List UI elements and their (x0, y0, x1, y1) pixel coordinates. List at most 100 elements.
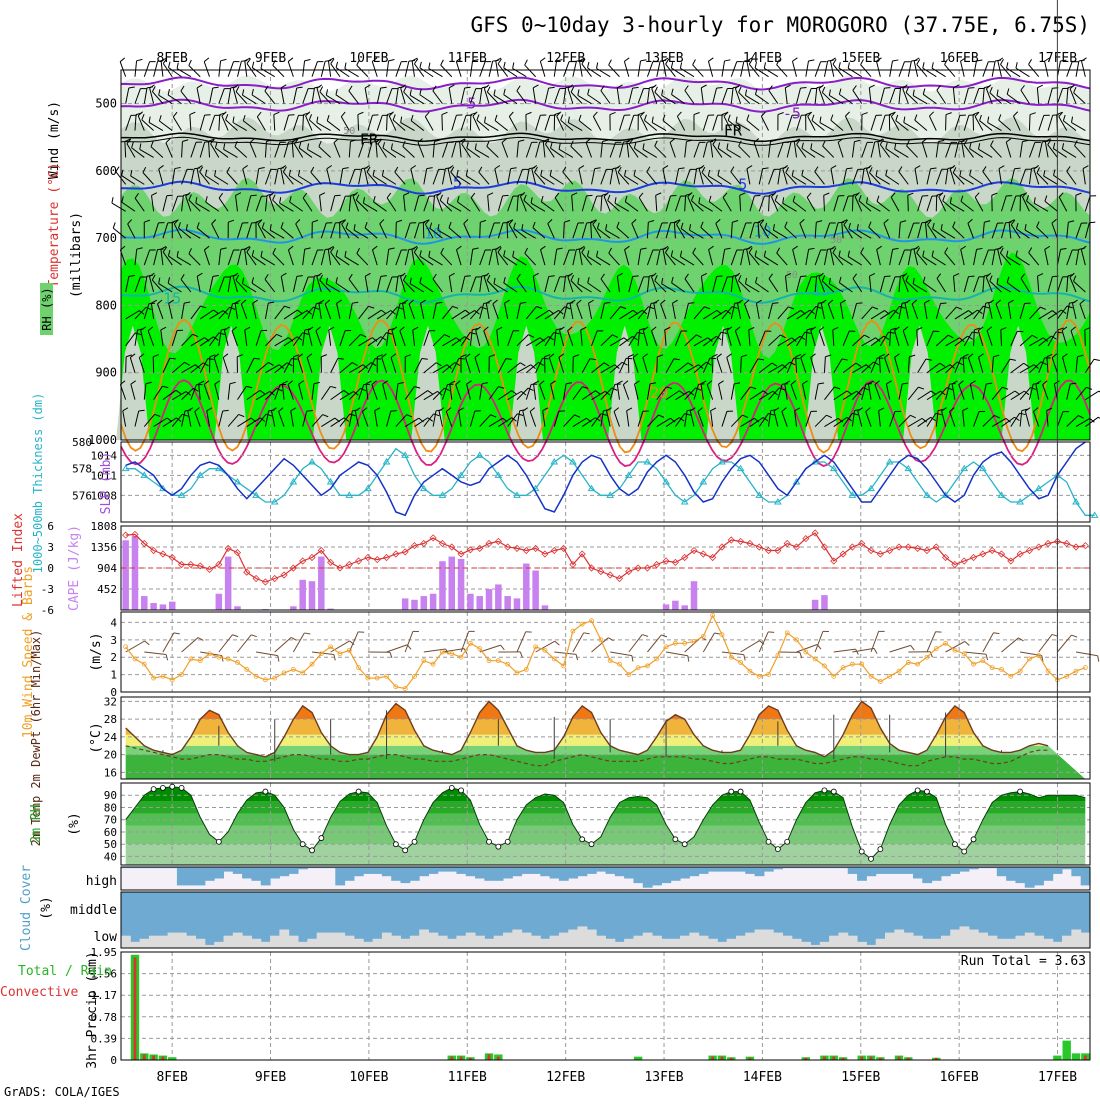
rh2m-marker (869, 856, 874, 861)
cape-bar (476, 596, 483, 610)
wind10m-barb (797, 645, 818, 652)
cape-bar (169, 602, 176, 610)
cloud-low-bar (335, 933, 345, 948)
upper-wind-barb-flag (540, 58, 545, 62)
cloud-low-bar (140, 939, 150, 948)
rh2m-marker (310, 848, 315, 853)
cloud-low-bar (317, 933, 327, 948)
rh2m-marker (971, 837, 976, 842)
cloud-high-bar (717, 867, 727, 872)
cloud-low-bar (885, 933, 895, 948)
cloud-low-bar (261, 942, 271, 948)
cloud-high-bar (960, 867, 970, 872)
wind10m-barb-flag (688, 656, 689, 662)
cloud-low-bar (186, 936, 196, 948)
upper-wind-barb-flag (609, 60, 612, 65)
cloud-high-bar (363, 867, 373, 874)
cloud-low-bar (196, 939, 206, 948)
cloud-unit: (%) (39, 896, 54, 919)
cloud-mid-bar (857, 892, 867, 948)
cloud-low-bar (894, 930, 904, 948)
wind10m-marker (124, 645, 128, 649)
cloud-low-bar (466, 933, 476, 948)
cloud-low-bar (997, 939, 1007, 948)
wind10m-barb (722, 652, 744, 655)
date-label-bottom: 13FEB (644, 1070, 683, 1085)
cloud-low-bar (587, 930, 597, 948)
cloud-low-bar (373, 939, 383, 948)
cloud-high-bar (568, 867, 578, 879)
cloud-high-bar (484, 867, 494, 881)
cape-bar (542, 605, 549, 610)
wind-tick-label: 4 (110, 616, 117, 629)
cape-bar (234, 606, 241, 610)
upper-wind-barb-flag (307, 411, 313, 412)
upper-wind-barb-flag (543, 358, 549, 359)
rh2m-marker (216, 839, 221, 844)
cloud-high-bar (242, 867, 252, 879)
wind10m-barb-flag (222, 656, 223, 662)
date-label-top: 9FEB (255, 51, 286, 66)
cloud-mid-bar (615, 892, 625, 948)
cloud-low-bar (1015, 936, 1025, 948)
rh2m-marker (952, 842, 957, 847)
cloud-low-bar (484, 939, 494, 948)
cloud-mid-bar (866, 892, 876, 948)
pressure-tick-label: 800 (95, 298, 117, 312)
upper-wind-barb-flag (923, 62, 924, 68)
cloud-mid-bar (205, 892, 215, 948)
rh2m-marker (449, 785, 454, 790)
cloud-low-bar (960, 926, 970, 948)
cloud-high-bar (205, 867, 215, 881)
cloud-high-bar (699, 867, 709, 874)
cape-bar (430, 594, 437, 610)
rh2m-marker (775, 847, 780, 852)
rh2m-marker (393, 842, 398, 847)
upper-wind-barb-flag (922, 222, 928, 223)
cape-bar (421, 596, 428, 610)
upper-wind-barb-flag (120, 58, 125, 62)
cloud-high-bar (270, 867, 280, 879)
rh-tick-label: 40 (104, 850, 117, 863)
cloud-low-bar (419, 930, 429, 948)
cloud-mid-bar (801, 892, 811, 948)
footer-credit: GrADS: COLA/IGES (4, 1085, 120, 1099)
upper-wind-barb-flag (137, 59, 143, 60)
cape-bar (150, 603, 157, 610)
upper-wind-barb-flag (717, 87, 723, 88)
cloud-high-bar (177, 867, 187, 885)
upper-wind-barb-flag (772, 303, 778, 304)
cape-bar (449, 557, 456, 610)
rh2m-marker (179, 785, 184, 790)
contour-label: -5 (783, 105, 801, 123)
upper-wind-barb-flag (633, 87, 639, 88)
upper-wind-barb-flag (288, 58, 293, 62)
precip-conv-bar (143, 1054, 146, 1060)
cloud-high-bar (345, 867, 355, 881)
wind10m-barb (629, 635, 642, 652)
cape-bar (514, 598, 521, 610)
date-label-bottom: 9FEB (255, 1070, 286, 1085)
date-label-top: 11FEB (448, 51, 487, 66)
upper-wind-barb-flag (459, 358, 465, 359)
cloud-low-bar (1062, 936, 1072, 948)
rh2m-marker (589, 842, 594, 847)
rh2m-marker (505, 839, 510, 844)
cloud-mid-bar (820, 892, 830, 948)
wind10m-barb (405, 631, 413, 652)
wind10m-barb (815, 631, 823, 652)
cloud-low-bar (699, 936, 709, 948)
cloud-low-bar (130, 942, 140, 948)
li-tick-label: 0 (47, 562, 54, 575)
cloud-low-bar (932, 939, 942, 948)
cloud-low-bar (410, 936, 420, 948)
cloud-low-bar (764, 930, 774, 948)
cloud-low-bar (447, 939, 457, 948)
cloud-mid-bar (363, 892, 373, 948)
upper-wind-barb-flag (725, 60, 731, 61)
cloud-high-bar (289, 867, 299, 874)
cloud-high-bar (512, 867, 522, 876)
cloud-low-bar (1043, 939, 1053, 948)
wind10m-barb-flag (744, 655, 745, 661)
